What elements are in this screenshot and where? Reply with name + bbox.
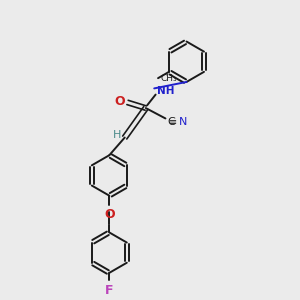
Text: F: F xyxy=(105,284,113,297)
Text: N: N xyxy=(179,117,188,127)
Text: C: C xyxy=(168,117,176,127)
Text: H: H xyxy=(113,130,121,140)
Text: O: O xyxy=(114,95,125,108)
Text: NH: NH xyxy=(157,86,175,96)
Text: O: O xyxy=(104,208,115,221)
Text: CH₃: CH₃ xyxy=(160,74,177,83)
Text: ≡: ≡ xyxy=(169,117,177,127)
